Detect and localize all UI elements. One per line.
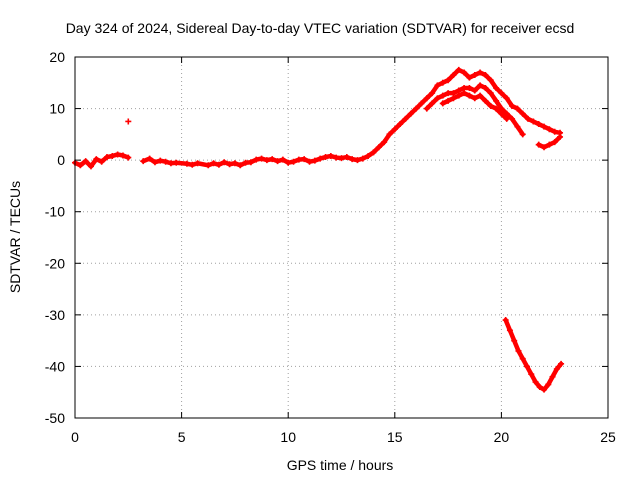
y-tick-label: 0 <box>57 152 65 168</box>
tick-labels: 0 5 10 15 20 25 -50 -40 -30 -20 -10 0 10 20 <box>45 49 616 445</box>
x-tick-label: 10 <box>280 429 296 445</box>
axes <box>74 56 609 419</box>
y-tick-label: -40 <box>45 358 65 374</box>
x-tick-label: 25 <box>600 429 616 445</box>
data-segment <box>515 124 525 137</box>
data-segment <box>552 134 563 145</box>
y-tick-label: 20 <box>49 49 65 65</box>
y-tick-label: -30 <box>45 307 65 323</box>
data-point <box>125 154 132 161</box>
data-segment <box>499 111 509 122</box>
y-axis-label: SDTVAR / TECUs <box>7 181 23 293</box>
x-tick-label: 15 <box>387 429 403 445</box>
x-tick-label: 5 <box>178 429 186 445</box>
x-tick-label: 0 <box>71 429 79 445</box>
data-point <box>503 115 510 122</box>
data-point <box>519 131 526 138</box>
data-point <box>125 118 132 125</box>
data-points <box>72 66 565 393</box>
y-tick-label: 10 <box>49 101 65 117</box>
y-tick-label: -20 <box>45 255 65 271</box>
data-point <box>558 360 565 367</box>
x-axis-label: GPS time / hours <box>287 457 394 473</box>
plot-border <box>74 56 609 419</box>
chart-title: Day 324 of 2024, Sidereal Day-to-day VTE… <box>66 20 575 36</box>
data-point <box>557 133 564 140</box>
gridlines <box>75 57 608 418</box>
y-tick-label: -10 <box>45 204 65 220</box>
x-tick-label: 20 <box>494 429 510 445</box>
y-tick-label: -50 <box>45 410 65 426</box>
